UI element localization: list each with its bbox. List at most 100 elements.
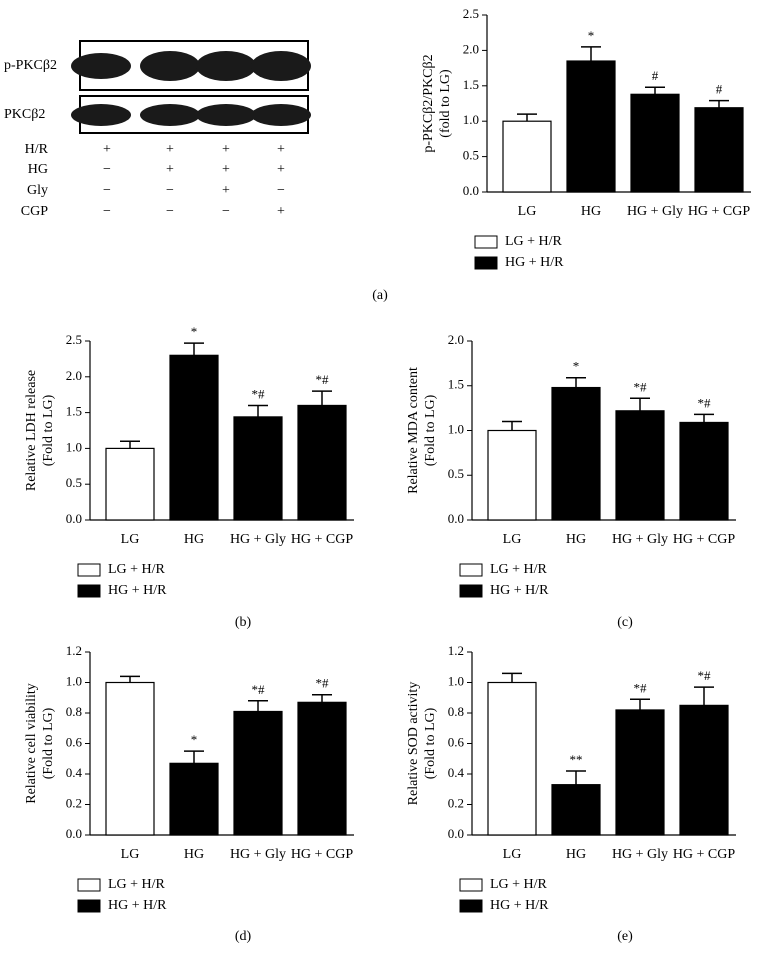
legend-swatch — [77, 584, 101, 598]
y-tick-label: 1.2 — [448, 643, 464, 658]
condition-sign: + — [222, 162, 230, 177]
y-tick-label: 0.5 — [66, 475, 82, 490]
blot-band — [196, 104, 256, 126]
significance-mark: *# — [698, 395, 712, 410]
y-tick-label: 1.5 — [448, 377, 464, 392]
condition-sign: − — [166, 204, 174, 219]
y-tick-label: 0.6 — [448, 734, 465, 749]
x-tick-label: LG — [518, 204, 537, 219]
condition-sign: − — [103, 162, 111, 177]
legend-label: LG + H/R — [108, 877, 166, 892]
x-tick-label: LG — [121, 847, 140, 862]
significance-mark: *# — [698, 668, 712, 683]
x-tick-label: HG + Gly — [230, 847, 286, 862]
y-tick-label: 0.4 — [448, 765, 465, 780]
y-tick-label: 1.5 — [66, 404, 82, 419]
significance-mark: * — [573, 359, 580, 374]
y-tick-label: 1.0 — [448, 421, 464, 436]
panel-label: (b) — [235, 615, 252, 630]
y-tick-label: 1.0 — [66, 673, 82, 688]
x-tick-label: HG + CGP — [673, 847, 736, 862]
panel-label: (d) — [235, 929, 252, 944]
condition-sign: + — [277, 204, 285, 219]
y-axis-label: p-PKCβ2/PKCβ2 — [421, 54, 436, 152]
x-tick-label: HG + CGP — [673, 532, 736, 547]
x-tick-label: LG — [503, 532, 522, 547]
x-tick-label: LG — [121, 532, 140, 547]
y-tick-label: 2.0 — [463, 41, 479, 56]
panel-label: (a) — [372, 288, 388, 303]
y-tick-label: 0.0 — [66, 511, 82, 526]
legend-label: LG + H/R — [490, 562, 548, 577]
bar — [297, 404, 347, 521]
legend-label: LG + H/R — [505, 234, 563, 249]
legend-swatch — [459, 563, 483, 577]
condition-sign: + — [166, 142, 174, 157]
bar — [679, 421, 729, 521]
y-tick-label: 2.0 — [66, 368, 82, 383]
condition-sign: + — [166, 162, 174, 177]
y-tick-label: 2.0 — [448, 332, 464, 347]
condition-label: H/R — [25, 142, 49, 157]
significance-mark: # — [716, 82, 723, 97]
y-axis-label: Relative SOD activity — [406, 682, 421, 806]
condition-label: Gly — [27, 183, 48, 198]
x-tick-label: HG + CGP — [291, 532, 354, 547]
x-tick-label: HG — [581, 204, 601, 219]
bar — [169, 354, 219, 521]
bar — [487, 429, 537, 521]
x-tick-label: HG — [184, 847, 204, 862]
condition-label: CGP — [21, 204, 48, 219]
bar — [551, 784, 601, 836]
x-tick-label: HG + CGP — [688, 204, 751, 219]
bar — [694, 107, 744, 193]
x-tick-label: HG + Gly — [612, 847, 668, 862]
band-label: p-PKCβ2 — [4, 58, 57, 73]
condition-sign: + — [277, 162, 285, 177]
panel-label: (c) — [617, 615, 633, 630]
legend-label: HG + H/R — [108, 898, 167, 913]
y-tick-label: 0.0 — [448, 826, 464, 841]
legend-swatch — [459, 584, 483, 598]
x-tick-label: LG — [503, 847, 522, 862]
y-tick-label: 1.0 — [66, 439, 82, 454]
condition-sign: − — [277, 183, 285, 198]
blot-band — [71, 104, 131, 126]
y-axis-label: Relative LDH release — [24, 370, 39, 491]
condition-sign: + — [277, 142, 285, 157]
bar — [502, 120, 552, 193]
bar — [169, 762, 219, 836]
bar — [615, 410, 665, 521]
significance-mark: * — [588, 28, 595, 43]
legend-label: LG + H/R — [490, 877, 548, 892]
y-tick-label: 1.2 — [66, 643, 82, 658]
legend-swatch — [459, 899, 483, 913]
y-axis-label: (Fold to LG) — [41, 394, 56, 466]
bar — [566, 60, 616, 193]
blot-band — [140, 51, 200, 81]
panel-label: (e) — [617, 929, 633, 944]
y-axis-label: (Fold to LG) — [41, 707, 56, 779]
legend-swatch — [77, 878, 101, 892]
bar — [105, 447, 155, 521]
y-tick-label: 0.0 — [448, 511, 464, 526]
y-tick-label: 0.2 — [448, 795, 464, 810]
legend-label: HG + H/R — [505, 255, 564, 270]
y-axis-label: Relative MDA content — [406, 367, 421, 494]
condition-sign: − — [222, 204, 230, 219]
y-axis-label: (Fold to LG) — [423, 394, 438, 466]
x-tick-label: HG + Gly — [230, 532, 286, 547]
condition-sign: − — [103, 204, 111, 219]
significance-mark: * — [191, 732, 198, 747]
legend-label: HG + H/R — [490, 898, 549, 913]
bar — [551, 386, 601, 521]
condition-sign: − — [166, 183, 174, 198]
legend-swatch — [474, 256, 498, 270]
blot-band — [251, 104, 311, 126]
significance-mark: *# — [634, 680, 648, 695]
bar — [105, 681, 155, 836]
legend-swatch — [474, 235, 498, 249]
condition-label: HG — [28, 162, 48, 177]
blot-band — [71, 53, 131, 79]
